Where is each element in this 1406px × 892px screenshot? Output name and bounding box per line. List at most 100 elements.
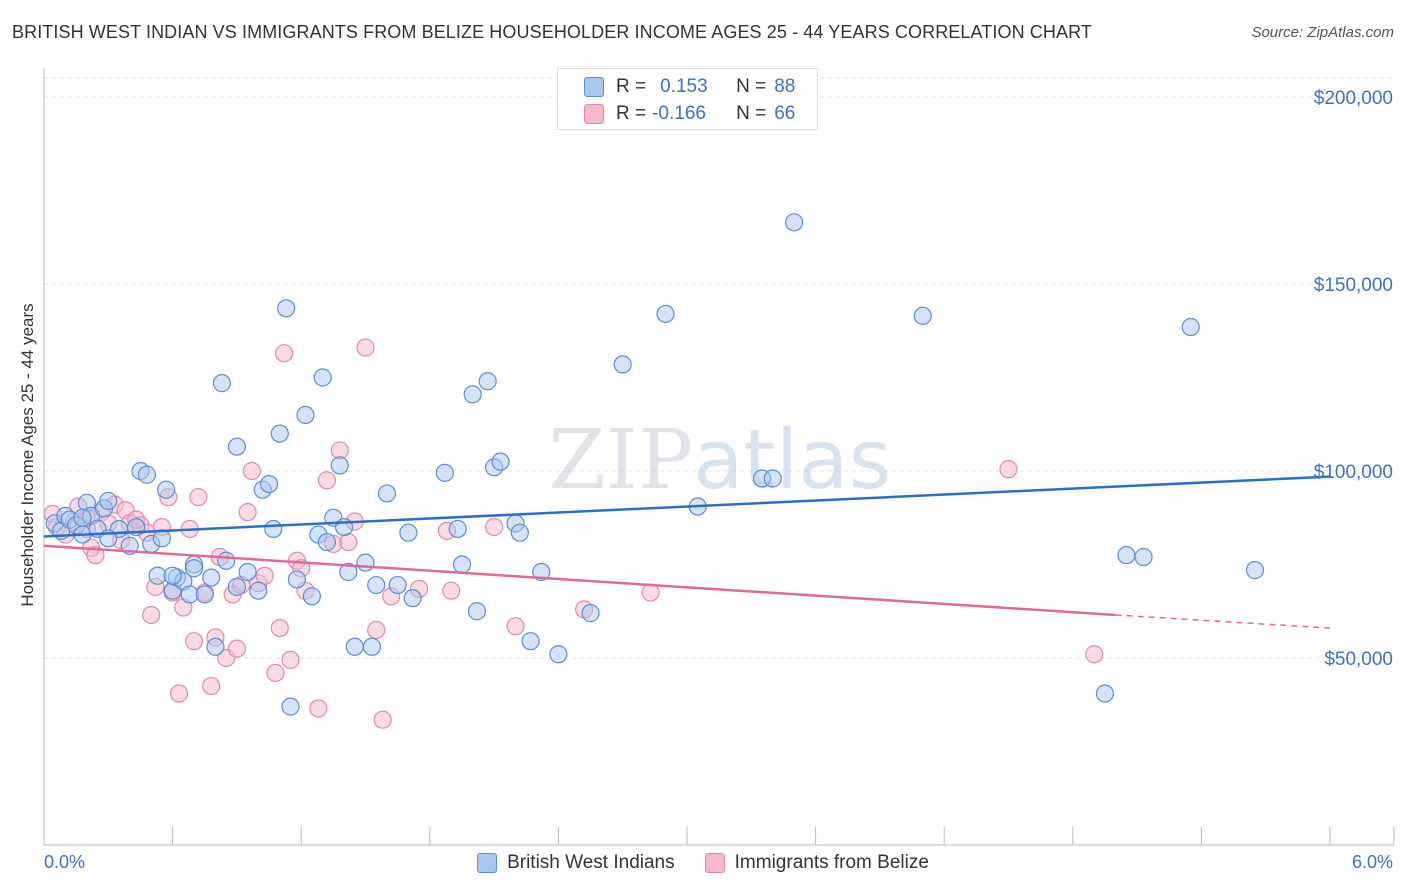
bwi-point [435, 463, 454, 482]
belize-point [202, 676, 221, 696]
bwi-point [73, 508, 92, 527]
bwi-point [317, 532, 337, 552]
legend-item-belize: Immigrants from Belize [704, 852, 929, 874]
belize-point [339, 532, 358, 552]
n-value: 88 [774, 76, 796, 97]
bwi-point [913, 306, 932, 325]
bwi-point [399, 523, 418, 542]
legend-item-bwi: British West Indians [477, 852, 675, 874]
y-tick-label: $150,000 [1314, 275, 1393, 296]
belize-point [367, 620, 386, 640]
bwi-point [206, 637, 225, 656]
belize-point [356, 338, 375, 357]
belize-point [309, 699, 328, 718]
bwi-point [448, 519, 467, 539]
bwi-point [302, 587, 322, 606]
bwi-point [362, 637, 382, 656]
bwi-point [264, 519, 283, 539]
belize-legend-label: Immigrants from Belize [734, 852, 929, 873]
bwi-point [227, 437, 246, 456]
n-label: N = [736, 76, 767, 97]
belize-point [255, 566, 274, 585]
bwi-point [313, 368, 332, 387]
belize-point [442, 581, 461, 600]
y-tick-label: $200,000 [1314, 88, 1393, 109]
bwi-point [1181, 317, 1200, 337]
r-value: -0.166 [652, 103, 706, 124]
belize-trendline [43, 544, 1116, 617]
belize-point [270, 618, 289, 638]
bwi-point [1095, 684, 1115, 703]
bwi-point [613, 355, 632, 374]
bwi-point [281, 697, 300, 716]
r-value: 0.153 [660, 76, 708, 97]
belize-point [227, 639, 246, 658]
r-label: R = [616, 103, 647, 124]
bwi-point [388, 575, 407, 595]
source-label: Source: ZipAtlas.com [1251, 24, 1394, 41]
bwi-swatch [584, 77, 604, 97]
bwi-point [157, 480, 176, 499]
belize-point [242, 461, 262, 481]
bwi-point [656, 304, 675, 324]
series-legend: British West Indians Immigrants from Bel… [0, 852, 1406, 874]
bwi-point [452, 555, 472, 574]
belize-point [999, 460, 1018, 479]
bwi-point [510, 523, 529, 542]
belize-trendline-extension [1115, 614, 1331, 629]
belize-point [1085, 645, 1104, 664]
belize-point [281, 650, 300, 669]
bwi-point [330, 456, 349, 475]
bwi-point [227, 577, 246, 597]
belize-point [142, 605, 161, 625]
watermark: ZIPatlas [549, 413, 892, 508]
bwi-legend-swatch [477, 853, 498, 873]
y-tick-label: $100,000 [1314, 462, 1393, 483]
x-max-label: 6.0% [1351, 852, 1393, 872]
bwi-point [163, 566, 182, 585]
belize-point [169, 684, 189, 703]
bwi-point [184, 559, 204, 578]
bwi-point [296, 405, 315, 424]
bwi-point [277, 299, 296, 318]
y-axis-label: Householder Income Ages 25 - 44 years [18, 303, 37, 607]
bwi-legend-label: British West Indians [507, 852, 675, 873]
belize-legend-swatch [704, 853, 725, 873]
bwi-point [287, 570, 307, 589]
bwi-point [217, 551, 236, 570]
belize-point [86, 546, 105, 565]
belize-point [189, 488, 208, 507]
bwi-point [763, 469, 782, 488]
legend-row-belize: R = -0.166 N = 66 [584, 101, 795, 127]
legend-row-bwi: R = 0.153 N = 88 [584, 74, 795, 100]
bwi-point [238, 562, 257, 582]
x-min-label: 0.0% [44, 852, 86, 872]
y-tick-label: $50,000 [1324, 649, 1393, 670]
bwi-point [467, 602, 487, 621]
bwi-point [785, 213, 804, 232]
bwi-point [549, 645, 568, 664]
belize-point [184, 632, 204, 651]
bwi-trendline [43, 475, 1331, 538]
belize-point [641, 583, 660, 602]
bwi-point [581, 604, 600, 623]
y-tick-labels: $50,000 $100,000 $150,000 $200,000 [1314, 88, 1393, 670]
belize-point [506, 617, 525, 636]
bwi-point [491, 452, 510, 471]
bwi-point [532, 562, 551, 582]
belize-point [266, 663, 285, 683]
bwi-point [339, 562, 358, 582]
bwi-points [45, 213, 1265, 716]
bwi-point [270, 424, 289, 443]
bwi-point [463, 385, 482, 404]
bwi-point [202, 568, 221, 587]
trend-layer [43, 475, 1331, 629]
belize-point [317, 471, 337, 490]
bwi-point [521, 632, 540, 651]
chart-title: BRITISH WEST INDIAN VS IMMIGRANTS FROM B… [12, 22, 1092, 42]
belize-swatch [584, 104, 604, 124]
n-label: N = [736, 103, 767, 124]
n-value: 66 [774, 103, 796, 124]
axis-layer [43, 68, 1395, 846]
